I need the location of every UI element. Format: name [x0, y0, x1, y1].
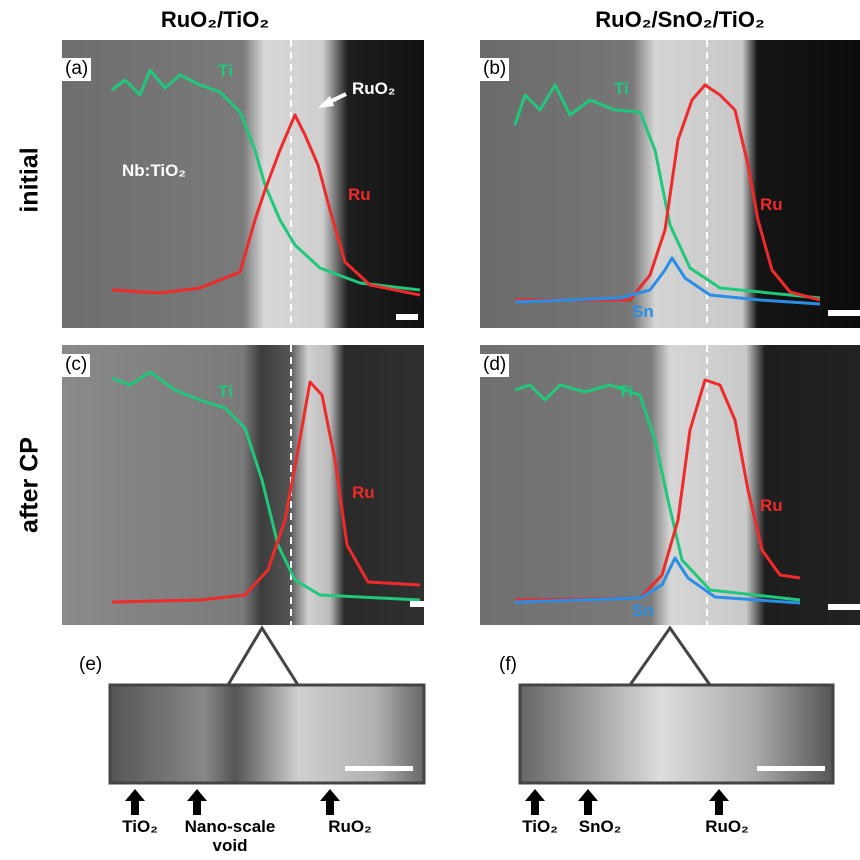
ti-profile: [513, 83, 821, 300]
marker-arrow: [525, 789, 545, 815]
panel-image: [62, 345, 424, 625]
ru-label: Ru: [760, 496, 783, 515]
sn-profile: [514, 556, 801, 605]
marker-arrow: [125, 789, 145, 815]
marker-label: RuO₂: [705, 817, 749, 836]
pointer-arrow-head: [318, 96, 334, 108]
panel-label: (a): [62, 58, 92, 81]
row-title: initial: [15, 147, 44, 213]
marker-arrow: [578, 789, 598, 815]
ti-label: Ti: [218, 61, 233, 80]
ti-profile: [514, 383, 801, 602]
zoom-outline: [226, 625, 300, 686]
zoom-outline: [628, 625, 712, 686]
panel-label: (b): [480, 58, 510, 81]
zoom-lines: [226, 625, 712, 686]
sn-label: Sn: [632, 601, 654, 620]
profiles: [111, 68, 821, 605]
sn-label: Sn: [632, 302, 654, 321]
marker-label: SnO₂: [578, 817, 622, 836]
scale-bar: [396, 314, 418, 320]
scale-bar: [410, 601, 432, 607]
ru-label: Ru: [760, 195, 783, 214]
marker-label: RuO₂: [328, 817, 372, 836]
panel-label: (e): [79, 654, 103, 675]
ru-profile: [111, 380, 421, 604]
region-label: Nb:TiO₂: [122, 161, 186, 180]
scale-bars: [345, 310, 860, 771]
scale-bar: [828, 310, 860, 316]
column-title: RuO₂/SnO₂/TiO₂: [595, 7, 765, 32]
ti-profile: [111, 370, 421, 602]
ru-profile: [111, 113, 421, 297]
row-title: after CP: [15, 437, 44, 533]
scale-bar: [345, 766, 413, 771]
sn-profile: [514, 256, 821, 306]
column-title: RuO₂/TiO₂: [160, 7, 270, 32]
panel-label: (c): [62, 354, 91, 377]
marker-label: Nano-scale void: [184, 817, 276, 855]
marker-arrow: [709, 789, 729, 815]
scale-bar: [757, 766, 825, 771]
marker-label: TiO₂: [522, 817, 558, 836]
ru-label: Ru: [352, 483, 375, 502]
scale-bar: [828, 604, 860, 610]
ti-label: Ti: [614, 79, 629, 98]
marker-arrow: [187, 789, 207, 815]
ru-label: Ru: [348, 185, 371, 204]
ti-label: Ti: [618, 382, 633, 401]
panel-image: [480, 40, 860, 328]
panel-label: (f): [499, 654, 517, 675]
panel-image: [480, 345, 860, 625]
panel-label: (d): [480, 354, 510, 377]
images: [62, 40, 860, 785]
marker-arrows: [125, 789, 729, 815]
marker-label: TiO₂: [122, 817, 158, 836]
ti-profile: [111, 68, 421, 292]
ru-profile: [514, 378, 801, 602]
ti-label: Ti: [218, 382, 233, 401]
ru-profile: [515, 83, 821, 302]
marker-arrow: [320, 789, 340, 815]
region-label: RuO₂: [352, 79, 396, 98]
